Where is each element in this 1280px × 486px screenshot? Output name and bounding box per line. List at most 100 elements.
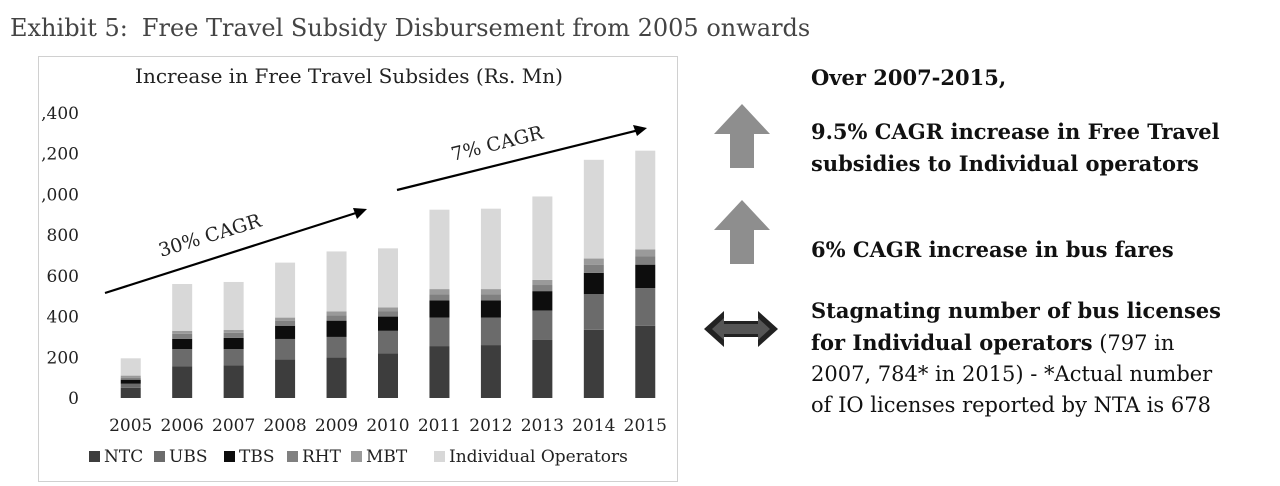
bar-segment-mbt-2005 bbox=[120, 375, 141, 378]
bar-segment-mbt-2009 bbox=[326, 311, 347, 316]
bar-segment-tbs-2006 bbox=[172, 338, 193, 350]
bar-segment-tbs-2015 bbox=[635, 264, 656, 289]
bar-segment-mbt-2008 bbox=[275, 317, 296, 321]
legend-label: TBS bbox=[239, 447, 274, 467]
exhibit-title: Free Travel Subsidy Disbursement from 20… bbox=[141, 14, 811, 42]
x-tick-label: 2007 bbox=[212, 416, 255, 436]
bar-segment-rht-2008 bbox=[275, 320, 296, 326]
cagr-annotation-1: 30% CAGR bbox=[156, 210, 264, 262]
cagr-annotation-2: 7% CAGR bbox=[449, 122, 546, 166]
bar-segment-individual-operators-2007 bbox=[223, 281, 244, 330]
bar-segment-mbt-2012 bbox=[480, 289, 501, 295]
y-tick-label: 1,200 bbox=[39, 145, 79, 165]
double-arrow-icon bbox=[704, 311, 778, 347]
bar-segment-rht-2015 bbox=[635, 256, 656, 265]
chart-frame: Increase in Free Travel Subsides (Rs. Mn… bbox=[30, 56, 678, 482]
legend-label: RHT bbox=[302, 447, 342, 467]
bar-segment-tbs-2009 bbox=[326, 320, 347, 337]
bar-segment-tbs-2010 bbox=[378, 316, 398, 331]
exhibit-label: Exhibit 5: bbox=[10, 14, 128, 42]
y-tick-label: 0 bbox=[68, 389, 79, 409]
bar-segment-individual-operators-2009 bbox=[326, 251, 347, 312]
bar-segment-tbs-2012 bbox=[480, 300, 501, 318]
bar-segment-individual-operators-2006 bbox=[172, 284, 193, 331]
y-tick-label: 600 bbox=[47, 267, 79, 287]
legend-label: MBT bbox=[366, 447, 408, 467]
bar-segment-mbt-2011 bbox=[429, 289, 450, 295]
x-tick-label: 2010 bbox=[366, 416, 409, 436]
legend-label: NTC bbox=[104, 447, 143, 467]
bar-segment-rht-2013 bbox=[532, 285, 553, 292]
bar-segment-tbs-2007 bbox=[223, 337, 244, 350]
x-tick-label: 2015 bbox=[624, 416, 667, 436]
up-arrow-icon bbox=[714, 104, 770, 168]
bar-segment-ntc-2007 bbox=[223, 365, 244, 398]
cagr-arrow-1-line bbox=[104, 210, 360, 295]
bar-segment-ntc-2012 bbox=[480, 345, 501, 398]
bar-segment-ntc-2006 bbox=[172, 366, 193, 398]
bar-segment-individual-operators-2010 bbox=[378, 248, 398, 308]
legend-swatch bbox=[154, 451, 165, 462]
stacked-bar-chart: Increase in Free Travel Subsides (Rs. Mn… bbox=[30, 64, 667, 467]
x-tick-label: 2012 bbox=[469, 416, 512, 436]
y-tick-label: 1,400 bbox=[39, 104, 79, 124]
bar-segment-tbs-2008 bbox=[275, 325, 296, 339]
exhibit-heading: Exhibit 5: Free Travel Subsidy Disburseme… bbox=[10, 14, 810, 42]
bar-segment-mbt-2010 bbox=[378, 307, 398, 312]
x-tick-label: 2006 bbox=[161, 416, 204, 436]
highlight-item-1: 9.5% CAGR increase in Free Travel subsidi… bbox=[811, 119, 1220, 176]
legend-swatch bbox=[351, 451, 362, 462]
bar-segment-ubs-2014 bbox=[583, 294, 604, 330]
cagr-arrow-2-line bbox=[396, 128, 640, 192]
bar-segment-rht-2012 bbox=[480, 294, 501, 301]
bar-segment-ubs-2011 bbox=[429, 317, 450, 347]
legend-label: UBS bbox=[169, 447, 207, 467]
bar-segment-individual-operators-2013 bbox=[532, 196, 553, 280]
x-tick-label: 2009 bbox=[315, 416, 358, 436]
bar-segment-tbs-2005 bbox=[120, 379, 141, 384]
bar-segment-individual-operators-2011 bbox=[429, 209, 450, 290]
bar-segment-mbt-2013 bbox=[532, 279, 553, 286]
x-tick-label: 2013 bbox=[521, 416, 564, 436]
bar-segment-individual-operators-2008 bbox=[275, 262, 296, 318]
legend-swatch bbox=[89, 451, 100, 462]
bar-segment-ubs-2006 bbox=[172, 349, 193, 367]
y-tick-label: 1,000 bbox=[39, 185, 79, 205]
bar-segment-ntc-2008 bbox=[275, 359, 296, 398]
cagr-arrow-1-head bbox=[353, 208, 367, 219]
bar-segment-individual-operators-2012 bbox=[480, 208, 501, 290]
bar-segment-mbt-2014 bbox=[583, 258, 604, 265]
bar-segment-ubs-2008 bbox=[275, 338, 296, 360]
legend-swatch bbox=[434, 451, 445, 462]
highlights-heading: Over 2007-2015, bbox=[811, 65, 1007, 90]
bar-segment-ntc-2011 bbox=[429, 346, 450, 398]
bar-segment-rht-2007 bbox=[223, 332, 244, 338]
cagr-arrow-2-head bbox=[633, 125, 647, 136]
y-tick-label: 400 bbox=[47, 308, 79, 328]
bar-segment-individual-operators-2005 bbox=[120, 358, 141, 376]
bar-segment-ntc-2005 bbox=[120, 387, 141, 398]
bar-segment-rht-2006 bbox=[172, 333, 193, 339]
legend-swatch bbox=[287, 451, 298, 462]
bar-segment-mbt-2007 bbox=[223, 329, 244, 333]
bar-segment-tbs-2014 bbox=[583, 272, 604, 295]
bar-segment-tbs-2013 bbox=[532, 291, 553, 311]
bar-segment-rht-2014 bbox=[583, 264, 604, 273]
bar-segment-ntc-2014 bbox=[583, 329, 604, 398]
y-tick-label: 800 bbox=[47, 226, 79, 246]
bar-segment-rht-2005 bbox=[120, 377, 141, 380]
bar-segment-ntc-2009 bbox=[326, 357, 347, 398]
bar-segment-mbt-2015 bbox=[635, 249, 656, 257]
x-tick-label: 2005 bbox=[109, 416, 152, 436]
chart-title: Increase in Free Travel Subsides (Rs. Mn… bbox=[135, 64, 563, 88]
highlight-item-2: 6% CAGR increase in bus fares bbox=[811, 237, 1174, 262]
bar-segment-rht-2011 bbox=[429, 294, 450, 301]
bar-segment-ntc-2015 bbox=[635, 325, 656, 398]
bar-segment-individual-operators-2015 bbox=[635, 150, 656, 250]
x-tick-label: 2008 bbox=[263, 416, 306, 436]
highlight-item-3: Stagnating number of bus licenses for In… bbox=[811, 298, 1221, 417]
bar-segment-rht-2010 bbox=[378, 311, 398, 317]
bar-segment-ubs-2009 bbox=[326, 336, 347, 358]
bar-segment-ubs-2005 bbox=[120, 383, 141, 388]
